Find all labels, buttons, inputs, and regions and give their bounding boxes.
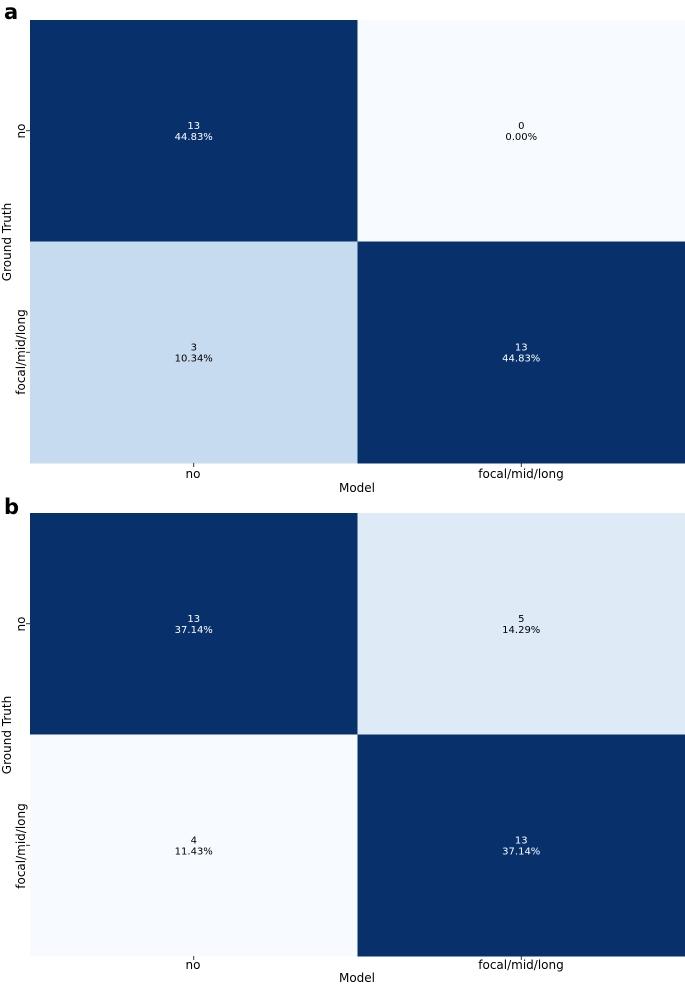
panel-b-cell-r0-c1: [357, 513, 685, 735]
panel-b-cell-percent-r1-c1: 37.14%: [502, 846, 540, 857]
panel-a-ticks: [26, 130, 522, 467]
panel-a-cell-percent-r1-c1: 44.83%: [502, 353, 540, 364]
panel-a-cell-count-r1-c1: 13: [515, 342, 528, 353]
panel-b-cell-percent-r0-c0: 37.14%: [175, 625, 213, 636]
panel-b-letter: b: [4, 495, 19, 519]
panel-b-cell-count-r1-c0: 4: [191, 835, 197, 846]
panel-a-letter: a: [4, 0, 18, 24]
panel-b-cell-r1-c1: [357, 734, 685, 957]
panel-b-cell-count-r0-c1: 5: [518, 614, 524, 625]
panel-a-x-tick-label-1: focal/mid/long: [478, 467, 563, 481]
panel-b-y-axis-label: Ground Truth: [0, 696, 14, 774]
panel-b-ticks: [26, 623, 522, 960]
panel-a-cell-percent-r0-c1: 0.00%: [505, 132, 537, 143]
panel-a-x-axis-label: Model: [339, 481, 375, 495]
panel-a-x-tick-label-0: no: [186, 467, 201, 481]
panel-b-x-tick-label-1: focal/mid/long: [478, 958, 563, 972]
panel-a-cell-count-r0-c0: 13: [187, 121, 200, 132]
panel-b-cell-percent-r1-c0: 11.43%: [175, 846, 213, 857]
panel-a-cell-percent-r1-c0: 10.34%: [175, 353, 213, 364]
panel-b-cell-r1-c0: [30, 734, 358, 957]
panel-a-cell-count-r1-c0: 3: [191, 342, 197, 353]
panel-b-cell-percent-r0-c1: 14.29%: [502, 625, 540, 636]
panel-a-y-axis-label: Ground Truth: [0, 203, 14, 281]
panel-b-y-tick-label-1: focal/mid/long: [14, 803, 28, 888]
panel-a-cell-percent-r0-c0: 44.83%: [175, 132, 213, 143]
panel-b-cell-count-r0-c0: 13: [187, 614, 200, 625]
panel-b-y-tick-label-0: no: [14, 617, 28, 632]
panel-b-cell-count-r1-c1: 13: [515, 835, 528, 846]
panel-b-cell-r0-c0: [30, 513, 358, 735]
panel-a-cell-r1-c0: [30, 241, 358, 464]
panel-b-x-tick-label-0: no: [186, 958, 201, 972]
panel-a-cell-r0-c0: [30, 20, 358, 242]
panel-b-x-axis-label: Model: [339, 971, 375, 984]
panel-a-y-tick-label-1: focal/mid/long: [14, 309, 28, 394]
panel-a-y-tick-label-0: no: [14, 124, 28, 139]
panel-a-cell-count-r0-c1: 0: [518, 121, 524, 132]
panel-a-cell-r0-c1: [357, 20, 685, 242]
panel-a-cell-r1-c1: [357, 241, 685, 464]
